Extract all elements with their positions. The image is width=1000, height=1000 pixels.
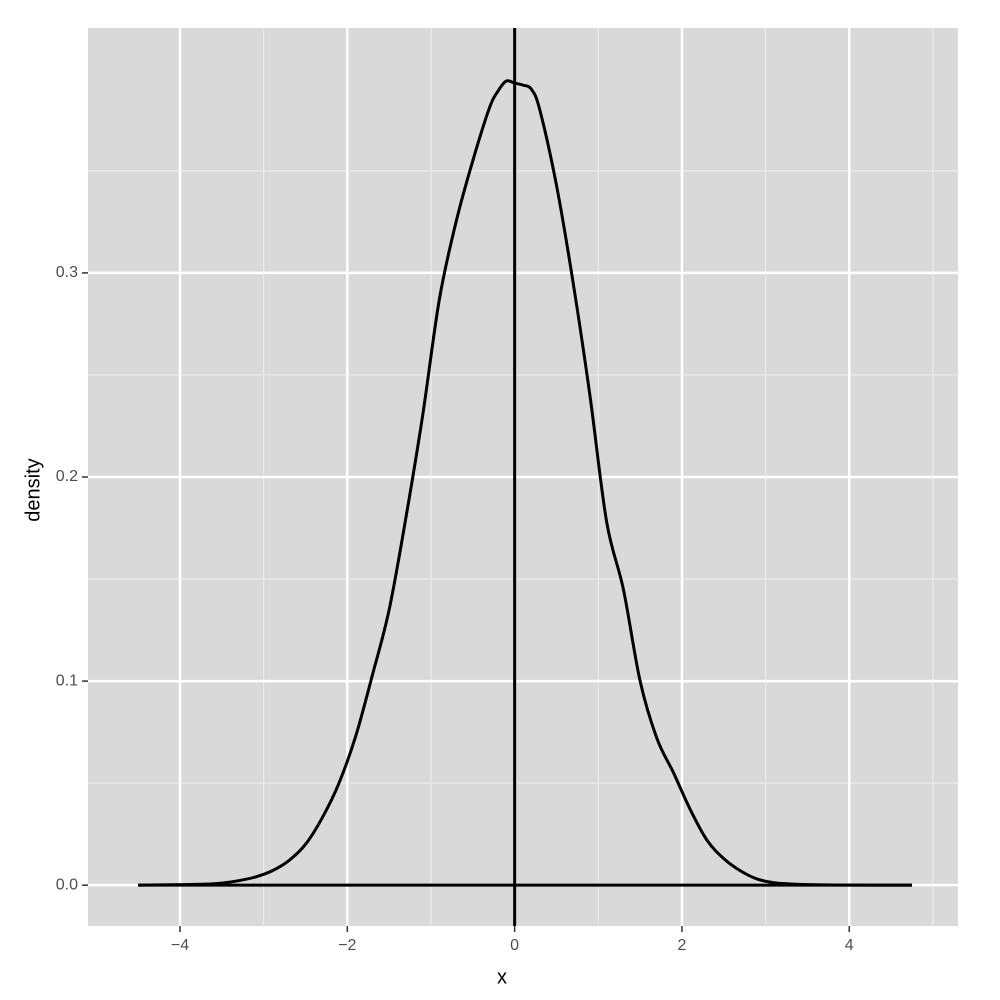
x-tick-label: 2 (677, 937, 686, 954)
x-tick-label: 4 (845, 937, 854, 954)
y-axis: 0.0 0.1 0.2 0.3 (56, 264, 88, 893)
density-curve (138, 79, 912, 887)
y-tick-label: 0.1 (56, 672, 78, 689)
x-axis-title: x (497, 966, 507, 988)
x-tick-label: 0 (510, 937, 519, 954)
minor-y-gridlines (88, 170, 958, 784)
x-tick-label: −2 (338, 937, 356, 954)
x-axis: −4 −2 0 2 4 (171, 926, 854, 954)
y-tick-label: 0.0 (56, 876, 78, 893)
x-tick-label: −4 (171, 937, 189, 954)
y-tick-label: 0.3 (56, 264, 78, 281)
y-tick-label: 0.2 (56, 468, 78, 485)
y-axis-title: density (22, 458, 44, 521)
